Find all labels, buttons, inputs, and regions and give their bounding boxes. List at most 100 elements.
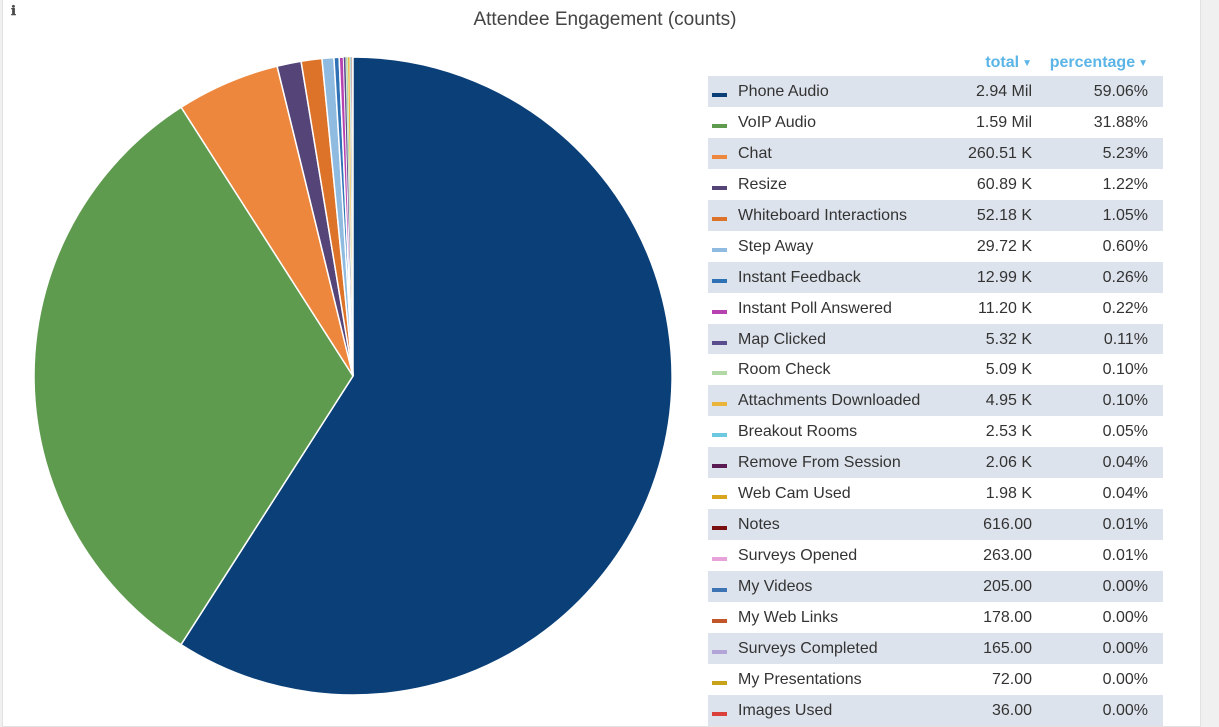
percentage-sort-header[interactable]: percentage ▼ — [1049, 54, 1148, 71]
legend-total: 52.18 K — [976, 206, 1032, 224]
legend-total: 2.53 K — [985, 423, 1032, 441]
legend-row[interactable]: Whiteboard Interactions 52.18 K 1.05% — [708, 199, 1163, 231]
legend-swatch — [712, 433, 727, 438]
legend-total: 60.89 K — [976, 175, 1032, 193]
legend-swatch — [712, 154, 727, 159]
legend-total: 165.00 — [983, 639, 1032, 657]
legend-total: 29.72 K — [976, 237, 1032, 255]
legend-total: 36.00 — [991, 701, 1032, 719]
legend-percentage: 5.23% — [1102, 144, 1148, 162]
legend-percentage: 0.10% — [1102, 392, 1148, 410]
legend-percentage: 31.88% — [1093, 113, 1148, 131]
legend-swatch — [712, 278, 727, 283]
pie-slice[interactable] — [179, 56, 673, 696]
legend-row[interactable]: Attachments Downloaded 4.95 K 0.10% — [708, 385, 1163, 417]
legend-row[interactable]: Instant Poll Answered 11.20 K 0.22% — [708, 293, 1163, 324]
legend-total: 5.32 K — [985, 330, 1032, 348]
legend-percentage: 0.10% — [1102, 361, 1148, 379]
legend-total: 12.99 K — [976, 268, 1032, 286]
chart-title: Attendee Engagement (counts) — [473, 9, 737, 30]
legend-row[interactable]: Web Cam Used 1.98 K 0.04% — [708, 478, 1163, 509]
legend-percentage: 0.00% — [1102, 639, 1148, 657]
legend-row[interactable]: Phone Audio 2.94 Mil 59.06% — [708, 76, 1163, 107]
legend-row[interactable]: Step Away 29.72 K 0.60% — [708, 231, 1163, 262]
legend-swatch — [712, 402, 727, 407]
info-icon[interactable]: ℹ — [11, 4, 16, 19]
legend-label: Resize — [738, 175, 787, 193]
legend-percentage: 0.05% — [1102, 423, 1148, 441]
legend-percentage: 0.26% — [1102, 268, 1148, 286]
legend-label: Remove From Session — [738, 454, 901, 472]
legend-percentage: 0.11% — [1103, 330, 1148, 348]
legend-label: Attachments Downloaded — [738, 392, 921, 410]
legend-percentage: 0.60% — [1102, 237, 1148, 255]
legend-swatch — [712, 309, 727, 314]
legend-swatch — [712, 618, 727, 623]
legend-total: 5.09 K — [985, 361, 1032, 379]
legend-label: My Presentations — [738, 670, 862, 688]
legend-label: Images Used — [738, 701, 833, 719]
legend-row[interactable]: Resize 60.89 K 1.22% — [708, 169, 1163, 200]
legend-rows: Phone Audio 2.94 Mil 59.06% VoIP Audio 1.59 … — [708, 76, 1163, 726]
legend-label: Instant Feedback — [738, 268, 861, 286]
legend-percentage: 0.04% — [1102, 454, 1148, 472]
legend-label: Step Away — [738, 237, 814, 255]
legend-label: Notes — [738, 516, 780, 534]
legend-swatch — [712, 216, 727, 221]
legend-row[interactable]: Instant Feedback 12.99 K 0.26% — [708, 261, 1163, 293]
legend-swatch — [712, 371, 727, 376]
legend-label: Room Check — [738, 361, 831, 379]
legend-percentage: 1.22% — [1102, 175, 1148, 193]
legend-total: 178.00 — [983, 608, 1032, 626]
legend-label: Surveys Opened — [738, 547, 858, 565]
legend-label: Surveys Completed — [738, 639, 878, 657]
legend-row[interactable]: Map Clicked 5.32 K 0.11% — [708, 323, 1163, 355]
legend-percentage: 1.05% — [1102, 206, 1148, 224]
legend-percentage: 0.22% — [1102, 299, 1148, 317]
legend-swatch — [712, 557, 727, 562]
legend-total: 72.00 — [991, 670, 1032, 688]
legend-swatch — [712, 711, 727, 716]
legend-row[interactable]: Notes 616.00 0.01% — [708, 509, 1163, 541]
caret-down-icon: ▼ — [1138, 58, 1148, 69]
legend-row[interactable]: Breakout Rooms 2.53 K 0.05% — [708, 416, 1163, 447]
legend-total: 260.51 K — [967, 144, 1032, 162]
legend-row[interactable]: Surveys Opened 263.00 0.01% — [708, 540, 1163, 571]
legend-row[interactable]: Surveys Completed 165.00 0.00% — [708, 632, 1163, 664]
legend-total: 2.94 Mil — [975, 83, 1032, 100]
legend-row[interactable]: Remove From Session 2.06 K 0.04% — [708, 447, 1163, 479]
legend-row[interactable]: My Videos 205.00 0.00% — [708, 571, 1163, 602]
legend-swatch — [712, 680, 727, 685]
pie-slice[interactable] — [33, 106, 354, 646]
legend-row[interactable]: Room Check 5.09 K 0.10% — [708, 354, 1163, 385]
legend-swatch — [712, 340, 727, 345]
legend-row[interactable]: Chat 260.51 K 5.23% — [708, 137, 1163, 169]
legend-swatch — [712, 93, 727, 97]
legend-total: 263.00 — [983, 547, 1032, 565]
legend-row[interactable]: VoIP Audio 1.59 Mil 31.88% — [708, 107, 1163, 138]
legend-label: Instant Poll Answered — [738, 299, 892, 317]
legend-percentage: 0.00% — [1102, 608, 1148, 626]
legend-percentage: 0.00% — [1102, 670, 1148, 688]
legend-label: My Videos — [738, 578, 813, 595]
legend-percentage: 0.00% — [1102, 578, 1148, 595]
legend-percentage: 0.00% — [1102, 701, 1148, 719]
legend-total: 616.00 — [983, 516, 1032, 534]
legend-swatch — [712, 185, 727, 190]
legend-label: My Web Links — [738, 608, 839, 626]
legend-header: total ▼ percentage ▼ — [708, 52, 1163, 76]
legend-label: Map Clicked — [738, 330, 827, 348]
total-sort-header[interactable]: total ▼ — [985, 54, 1032, 71]
legend-row[interactable]: My Presentations 72.00 0.00% — [708, 664, 1163, 695]
legend-label: Breakout Rooms — [738, 423, 858, 441]
legend-row[interactable]: My Web Links 178.00 0.00% — [708, 602, 1163, 633]
legend-label: Web Cam Used — [738, 485, 851, 503]
legend-percentage: 0.04% — [1102, 485, 1148, 503]
caret-down-icon: ▼ — [1022, 58, 1032, 69]
legend-total: 11.20 K — [978, 299, 1032, 317]
legend-percentage: 0.01% — [1102, 547, 1148, 565]
legend-row[interactable]: Images Used 36.00 0.00% — [708, 694, 1163, 726]
legend-swatch — [712, 464, 727, 469]
legend-percentage: 59.06% — [1093, 83, 1148, 100]
